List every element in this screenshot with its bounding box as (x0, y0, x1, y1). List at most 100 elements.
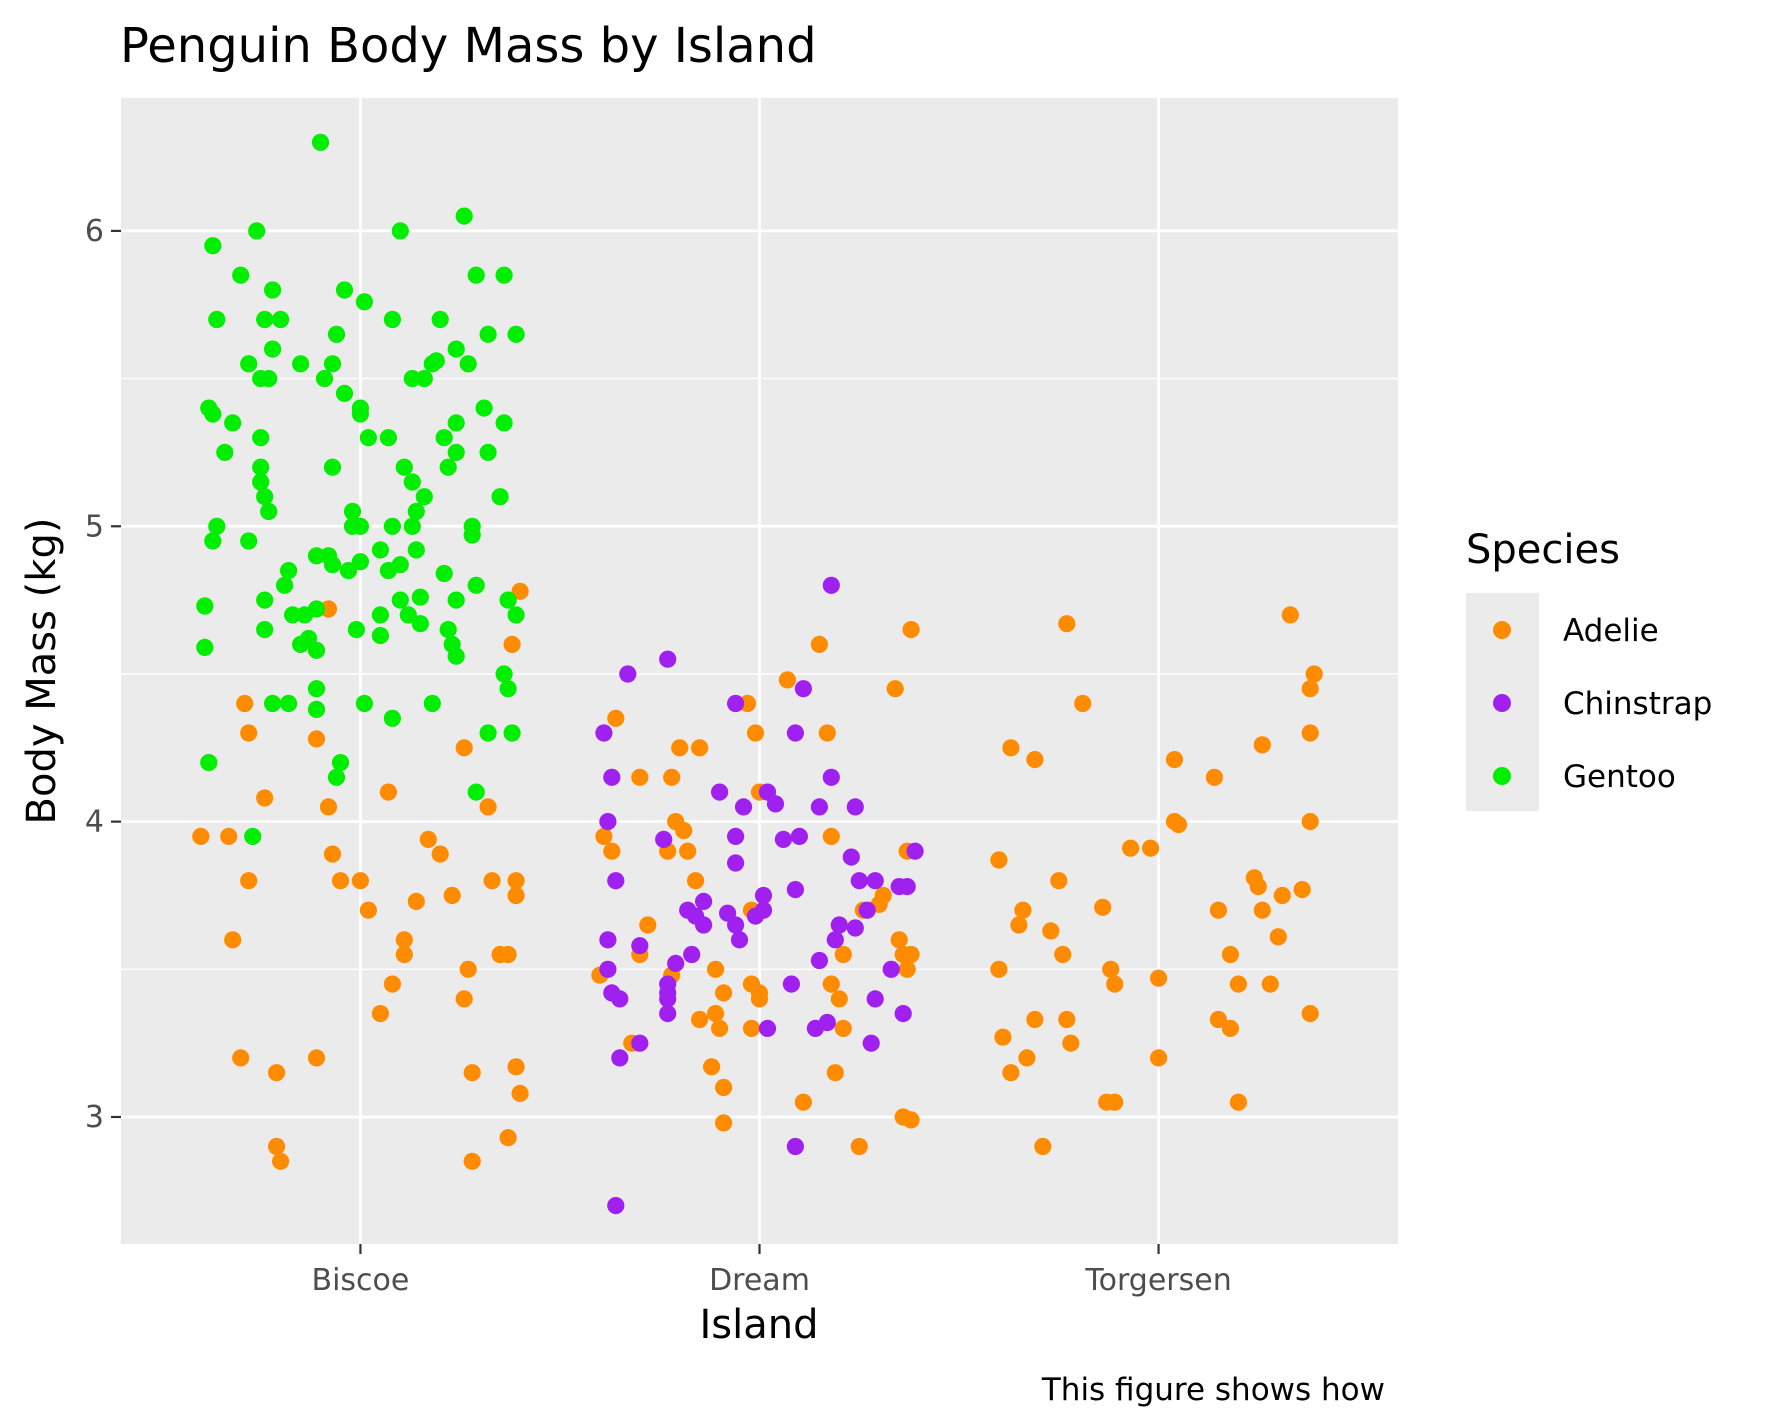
data-point-gentoo (315, 370, 334, 388)
data-point-adelie (463, 1152, 481, 1170)
data-point-gentoo (351, 405, 369, 423)
data-point-adelie (232, 1049, 250, 1067)
data-point-gentoo (264, 694, 282, 713)
x-tick-label: Biscoe (312, 1263, 410, 1298)
data-point-gentoo (415, 488, 433, 506)
data-point-gentoo (331, 754, 350, 772)
data-point-adelie (1142, 839, 1160, 857)
data-point-adelie (1261, 975, 1279, 993)
data-point-adelie (455, 990, 473, 1008)
data-point-gentoo (256, 310, 274, 329)
data-point-gentoo (252, 458, 270, 476)
data-point-adelie (240, 724, 258, 742)
data-point-chinstrap (607, 1197, 625, 1215)
data-point-gentoo (256, 621, 274, 639)
data-point-gentoo (391, 222, 409, 240)
data-point-adelie (507, 872, 525, 890)
data-point-adelie (1106, 1093, 1124, 1111)
data-point-adelie (499, 1129, 517, 1147)
data-point-adelie (1002, 739, 1020, 757)
legend-key-adelie (1493, 621, 1511, 639)
data-point-chinstrap (894, 1005, 912, 1023)
data-point-gentoo (459, 355, 477, 373)
data-point-adelie (679, 842, 697, 860)
data-point-chinstrap (774, 830, 793, 849)
data-point-gentoo (307, 641, 326, 659)
data-point-gentoo (216, 443, 234, 461)
data-point-gentoo (411, 588, 429, 606)
data-point-gentoo (391, 591, 409, 609)
data-point-gentoo (307, 547, 326, 565)
data-point-chinstrap (906, 842, 924, 860)
data-point-chinstrap (730, 931, 749, 949)
data-point-gentoo (351, 517, 369, 535)
legend-key-chinstrap (1493, 694, 1511, 712)
data-point-adelie (268, 1137, 286, 1156)
data-point-chinstrap (818, 1013, 836, 1032)
data-point-gentoo (260, 370, 278, 388)
data-point-gentoo (323, 458, 342, 476)
data-point-gentoo (503, 724, 521, 742)
data-point-chinstrap (619, 665, 637, 683)
data-point-adelie (1301, 724, 1319, 742)
data-point-adelie (236, 694, 254, 713)
data-point-gentoo (327, 325, 346, 343)
data-point-chinstrap (898, 878, 916, 896)
data-point-gentoo (495, 266, 513, 284)
data-point-adelie (1026, 1010, 1044, 1029)
data-point-adelie (511, 1084, 529, 1102)
data-point-gentoo (264, 340, 282, 358)
data-point-gentoo (208, 310, 226, 329)
data-point-adelie (595, 827, 613, 846)
data-point-chinstrap (846, 798, 864, 816)
data-point-adelie (834, 945, 852, 964)
data-point-chinstrap (866, 872, 884, 890)
data-point-gentoo (495, 665, 513, 683)
data-point-chinstrap (782, 975, 801, 993)
data-point-adelie (1010, 916, 1028, 934)
data-point-adelie (463, 1064, 481, 1082)
data-point-adelie (675, 821, 693, 840)
data-point-gentoo (208, 517, 226, 535)
data-point-adelie (192, 827, 210, 846)
data-point-chinstrap (599, 931, 617, 949)
data-point-adelie (707, 1005, 725, 1023)
data-point-gentoo (204, 532, 222, 550)
data-point-adelie (407, 892, 425, 911)
data-point-chinstrap (866, 990, 884, 1008)
data-point-chinstrap (830, 916, 848, 934)
data-point-adelie (395, 945, 413, 964)
data-point-gentoo (252, 473, 270, 491)
data-point-gentoo (403, 473, 421, 491)
data-point-adelie (319, 798, 338, 816)
data-point-adelie (715, 1078, 733, 1097)
data-point-chinstrap (611, 1049, 629, 1067)
data-point-adelie (1229, 1093, 1247, 1111)
data-point-gentoo (335, 384, 354, 402)
data-point-gentoo (240, 355, 258, 373)
data-point-gentoo (347, 621, 365, 639)
data-point-adelie (794, 1093, 813, 1111)
data-point-adelie (331, 872, 350, 890)
data-point-adelie (603, 842, 621, 860)
data-point-chinstrap (695, 916, 713, 934)
data-point-adelie (1229, 975, 1247, 993)
data-point-gentoo (467, 266, 485, 284)
data-point-gentoo (491, 488, 509, 506)
data-point-adelie (503, 635, 521, 654)
data-point-adelie (902, 1111, 920, 1129)
data-point-chinstrap (766, 795, 785, 813)
data-point-adelie (691, 1010, 709, 1029)
chart-title: Penguin Body Mass by Island (120, 18, 817, 74)
data-point-adelie (707, 960, 725, 978)
data-point-gentoo (323, 355, 342, 373)
data-point-chinstrap (611, 990, 629, 1008)
data-point-chinstrap (631, 937, 649, 955)
data-point-gentoo (204, 237, 222, 255)
data-point-adelie (631, 768, 649, 786)
data-point-gentoo (379, 429, 397, 447)
data-point-gentoo (240, 532, 258, 550)
data-point-gentoo (447, 340, 465, 358)
data-point-gentoo (411, 615, 429, 633)
data-point-gentoo (323, 556, 342, 574)
